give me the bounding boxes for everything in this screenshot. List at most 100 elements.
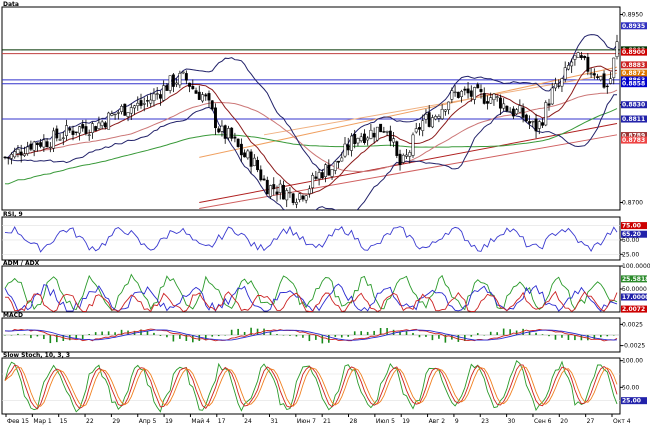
macd-histogram-bar	[328, 335, 330, 343]
macd-histogram-bar	[101, 331, 103, 335]
price-tag	[621, 115, 647, 123]
candle-body	[492, 93, 496, 100]
candle-body	[379, 123, 383, 133]
price-tag	[621, 76, 647, 84]
macd-histogram-bar	[593, 335, 596, 340]
candle-body	[94, 126, 98, 131]
candle-body	[521, 107, 525, 118]
macd-histogram-bar	[30, 335, 32, 339]
candle-body	[479, 89, 483, 92]
candle-body	[511, 108, 515, 117]
candle-body	[42, 139, 46, 148]
price-tag-label: 17.0000	[622, 294, 649, 301]
x-tick-label: Май 4	[191, 418, 210, 425]
macd-histogram-bar	[107, 331, 110, 335]
candle-body	[158, 94, 162, 99]
candle-body	[434, 116, 438, 120]
candle-body	[463, 88, 467, 91]
macd-histogram-bar	[295, 335, 298, 337]
candle-body	[171, 74, 175, 87]
candle-body	[314, 176, 318, 179]
minus-di-line	[4, 290, 618, 312]
macd-histogram-bar	[94, 332, 97, 335]
macd-histogram-bar	[418, 335, 421, 338]
price-tag-label: 65.20	[622, 231, 641, 238]
candle-body	[178, 73, 182, 86]
candle-body	[282, 184, 285, 200]
candle-body	[359, 136, 363, 142]
x-tick-label: 23	[481, 418, 489, 425]
macd-histogram-bar	[204, 335, 207, 340]
candle-body	[19, 151, 23, 156]
candle-body	[515, 109, 519, 115]
candle-body	[327, 164, 331, 176]
macd-histogram-bar	[36, 335, 39, 337]
x-tick-label: 28	[350, 418, 358, 425]
x-tick-label: Фев 15	[7, 418, 29, 425]
plus-di-line	[4, 283, 618, 312]
candle-body	[246, 150, 250, 159]
candle-body	[599, 76, 603, 81]
stoch-k-line	[4, 360, 618, 413]
x-tick-label: 15	[60, 418, 68, 425]
candle-body	[48, 146, 52, 149]
candle-body	[544, 102, 548, 126]
candle-body	[443, 109, 447, 112]
price-tag-label: 0.8872	[622, 70, 645, 77]
macd-histogram-bar	[574, 335, 576, 341]
candle-body	[3, 156, 7, 159]
macd-histogram-bar	[243, 331, 246, 335]
y-tick-label: 0.8950	[622, 12, 643, 19]
candle-body	[149, 99, 153, 104]
candle-body	[226, 128, 230, 139]
candle-body	[10, 154, 13, 159]
candle-body	[155, 93, 159, 95]
candle-body	[605, 85, 609, 88]
candle-body	[87, 134, 91, 136]
candle-body	[528, 121, 532, 124]
candle-body	[557, 85, 561, 87]
macd-histogram-bar	[412, 332, 414, 335]
price-tag-label: 0.8883	[622, 62, 645, 69]
candle-body	[554, 83, 557, 89]
y-tick-label: 25.00	[622, 251, 639, 258]
panel-frame	[1, 357, 621, 415]
candle-body	[191, 85, 195, 90]
candle-body	[142, 103, 146, 105]
candle-body	[78, 126, 81, 134]
macd-histogram-bar	[451, 335, 453, 340]
candle-body	[579, 55, 583, 58]
macd-histogram-bar	[185, 335, 188, 341]
candle-body	[181, 71, 185, 74]
macd-histogram-bar	[75, 335, 78, 339]
macd-histogram-bar	[23, 334, 26, 335]
candle-body	[301, 195, 305, 200]
macd-histogram-bar	[56, 335, 58, 343]
candle-body	[168, 75, 172, 91]
price-tag-label: 0.8830	[622, 102, 645, 109]
candle-body	[288, 191, 292, 194]
macd-histogram-bar	[392, 329, 395, 335]
macd-histogram-bar	[502, 328, 505, 335]
candle-body	[311, 175, 315, 189]
candle-body	[197, 91, 201, 100]
candle-body	[573, 55, 577, 60]
macd-histogram-bar	[340, 335, 343, 338]
candle-body	[440, 109, 444, 119]
candle-body	[84, 126, 88, 134]
candle-body	[207, 93, 211, 101]
candle-body	[418, 127, 421, 130]
candle-body	[534, 118, 538, 132]
x-tick-label: 21	[323, 418, 331, 425]
candle-body	[612, 57, 616, 78]
candle-body	[52, 130, 56, 149]
macd-histogram-bar	[166, 335, 168, 338]
macd-histogram-bar	[366, 331, 369, 335]
candle-body	[204, 94, 208, 97]
macd-histogram-bar	[612, 335, 615, 336]
x-tick-label: Окт 4	[613, 418, 631, 425]
candle-body	[408, 152, 412, 157]
candle-body	[175, 82, 179, 85]
rsi-plot	[2, 225, 620, 255]
candle-body	[252, 157, 256, 167]
